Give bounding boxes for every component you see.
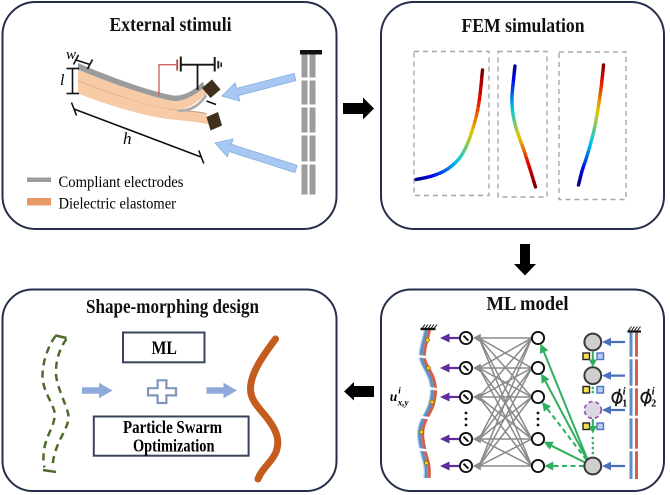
svg-text:ML: ML <box>152 339 178 359</box>
svg-text:Optimization: Optimization <box>133 436 215 456</box>
svg-text:i: i <box>652 387 655 398</box>
svg-text:1: 1 <box>622 399 627 410</box>
svg-text:ML model: ML model <box>487 293 569 315</box>
svg-text:FEM simulation: FEM simulation <box>462 15 585 37</box>
svg-text:Compliant electrodes: Compliant electrodes <box>59 174 184 191</box>
svg-text:u: u <box>390 389 398 404</box>
svg-text:Particle Swarm: Particle Swarm <box>123 417 222 437</box>
svg-text:2: 2 <box>651 399 656 410</box>
svg-text:i: i <box>398 385 401 395</box>
svg-text:Shape-morphing design: Shape-morphing design <box>86 296 259 318</box>
svg-text:Dielectric elastomer: Dielectric elastomer <box>59 196 177 213</box>
svg-text:External stimuli: External stimuli <box>110 14 232 36</box>
svg-text:h: h <box>123 129 132 148</box>
svg-text:w: w <box>66 47 76 63</box>
svg-text:l: l <box>60 72 65 89</box>
svg-text:i: i <box>623 387 626 398</box>
svg-text:x,y: x,y <box>397 398 410 408</box>
